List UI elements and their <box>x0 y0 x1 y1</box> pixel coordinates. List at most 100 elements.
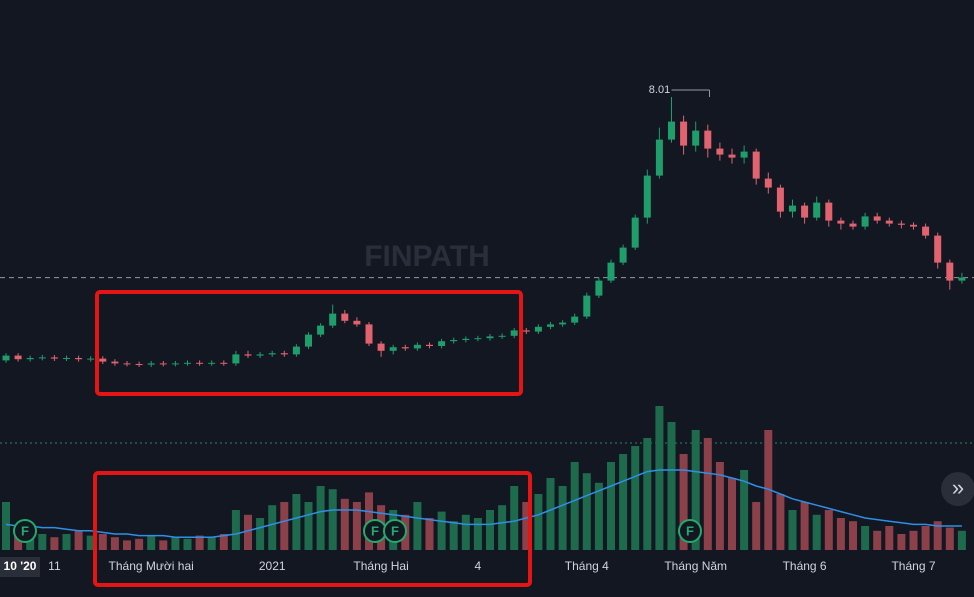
candle-body <box>559 322 567 325</box>
candle-body <box>692 130 700 146</box>
candle-body <box>668 121 675 140</box>
candle-body <box>534 326 542 332</box>
candle-body <box>232 354 240 364</box>
candle-body <box>849 223 857 227</box>
volume-bar <box>316 486 325 550</box>
volume-bar <box>691 430 700 550</box>
candle-body <box>14 355 22 360</box>
candle-body <box>716 148 724 155</box>
scroll-button-label[interactable]: » <box>952 475 964 500</box>
event-marker-label: F <box>21 523 29 538</box>
candle-body <box>256 354 264 356</box>
volume-bar <box>534 494 543 550</box>
volume-bar <box>546 478 555 550</box>
volume-bar <box>50 537 59 550</box>
candle-body <box>135 364 143 365</box>
candle-body <box>655 139 663 176</box>
volume-bar <box>171 537 180 550</box>
volume-bar <box>715 462 724 550</box>
candle-body <box>958 277 966 281</box>
candle-body <box>595 280 603 296</box>
candle-body <box>583 295 591 317</box>
candle-body <box>450 340 458 342</box>
candle-body <box>280 353 288 355</box>
volume-bar <box>280 502 289 550</box>
candle-body <box>401 347 409 349</box>
candle-body <box>486 336 494 339</box>
volume-bar <box>498 505 507 550</box>
volume-bar <box>582 473 591 550</box>
candle-body <box>462 338 470 340</box>
max-label: 8.01 <box>649 84 670 96</box>
volume-bar <box>776 494 785 550</box>
candle-body <box>2 355 10 361</box>
candle-body <box>740 151 748 158</box>
event-marker-label: F <box>686 523 694 538</box>
x-tick-label: Tháng 6 <box>783 559 827 573</box>
candle-body <box>680 121 688 146</box>
volume-bar <box>631 446 640 550</box>
volume-bar <box>219 534 228 550</box>
candle-body <box>946 262 954 281</box>
highlight-box <box>95 290 523 396</box>
event-marker <box>678 519 702 543</box>
scroll-button[interactable] <box>941 472 974 506</box>
volume-bar <box>607 462 615 550</box>
volume-bar <box>473 518 482 550</box>
candle-body <box>728 154 736 158</box>
candle-body <box>861 216 869 227</box>
candle-body <box>389 347 397 351</box>
volume-bar <box>897 534 906 550</box>
volume-bar <box>268 505 277 550</box>
volume-bar <box>292 494 301 550</box>
candle-body <box>171 363 179 365</box>
x-tick-label: 4 <box>475 559 482 573</box>
candle-body <box>365 324 373 344</box>
event-marker-label: F <box>371 523 379 538</box>
volume-bar <box>945 527 954 550</box>
x-tick-label: Tháng 4 <box>565 559 609 573</box>
candle-body <box>547 324 554 327</box>
candle-body <box>38 357 46 359</box>
candle-body <box>837 220 845 224</box>
candle-body <box>377 343 385 351</box>
volume-bar <box>679 454 688 550</box>
volume-bar <box>110 537 119 550</box>
volume-bar <box>667 422 676 550</box>
candle-body <box>220 362 228 364</box>
x-tick-label: Tháng Năm <box>664 559 727 573</box>
candle-body <box>305 334 312 347</box>
volume-bar <box>619 454 628 550</box>
candle-body <box>885 220 893 224</box>
candle-body <box>813 202 821 218</box>
volume-bar <box>510 486 519 550</box>
volume-bar <box>849 521 857 550</box>
volume-bar <box>207 537 216 550</box>
volume-bar <box>703 438 712 550</box>
candle-body <box>268 353 276 355</box>
volume-bar <box>195 535 204 550</box>
x-tick-label: 11 <box>48 559 61 573</box>
candle-body <box>353 320 361 325</box>
volume-bar <box>244 514 252 550</box>
volume-ma-line <box>5 469 962 538</box>
candle-body <box>825 202 833 221</box>
candle-body <box>934 235 942 263</box>
volume-bar <box>425 518 434 550</box>
candle-body <box>341 313 349 321</box>
volume-bar <box>304 502 313 550</box>
volume-bar <box>788 510 797 550</box>
volume-bar <box>328 489 337 550</box>
volume-bar <box>594 482 603 550</box>
candle-body <box>643 175 651 218</box>
volume-bar <box>522 502 531 550</box>
volume-bar <box>413 502 422 550</box>
volume-bar <box>183 538 192 550</box>
x-tick-label: Tháng Hai <box>353 559 408 573</box>
volume-bar <box>461 514 470 550</box>
volume-bar <box>812 514 821 550</box>
candle-body <box>571 316 579 323</box>
candle-body <box>704 130 712 149</box>
highlight-box <box>93 471 532 587</box>
